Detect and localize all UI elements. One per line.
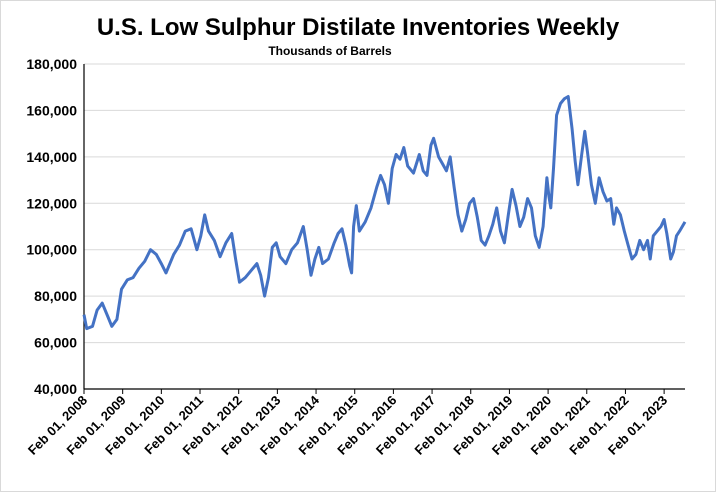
y-tick-label: 60,000 bbox=[34, 335, 77, 351]
y-tick-label: 180,000 bbox=[26, 56, 77, 72]
y-tick-label: 40,000 bbox=[34, 381, 77, 397]
y-tick-label: 120,000 bbox=[26, 195, 77, 211]
chart-title: U.S. Low Sulphur Distilate Inventories W… bbox=[96, 14, 620, 41]
axes bbox=[83, 64, 685, 394]
y-axis-tick-labels: 40,000 60,000 80,000 100,000 120,000 140,000 1… bbox=[26, 56, 77, 397]
y-tick-label: 100,000 bbox=[26, 242, 77, 258]
y-tick-label: 140,000 bbox=[26, 149, 77, 165]
chart-subtitle: Thousands of Barrels bbox=[268, 44, 392, 58]
y-tick-label: 160,000 bbox=[26, 102, 77, 118]
y-tick-label: 80,000 bbox=[34, 288, 77, 304]
series-line bbox=[82, 95, 687, 331]
gridlines bbox=[84, 63, 685, 344]
series-layer bbox=[82, 95, 687, 331]
